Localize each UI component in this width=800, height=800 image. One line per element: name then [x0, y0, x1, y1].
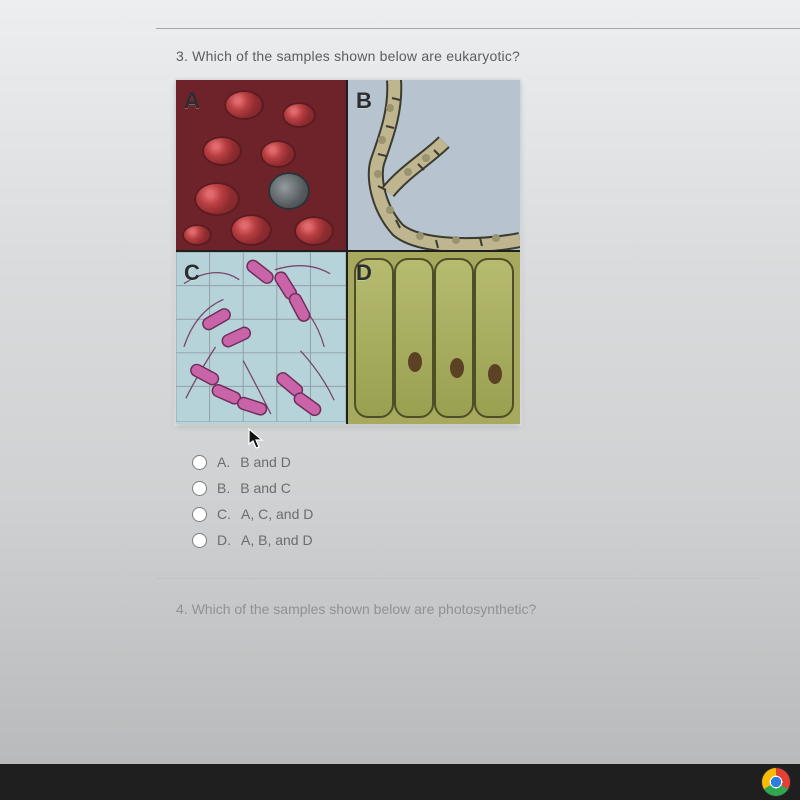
next-question: 4. Which of the samples shown below are … [176, 601, 740, 617]
divider [156, 578, 760, 579]
red-blood-cell-icon [202, 136, 242, 166]
filament-icon [348, 80, 520, 252]
question-text: 3. Which of the samples shown below are … [176, 48, 740, 64]
option-text: A, B, and D [241, 532, 313, 548]
panel-a-label: A [184, 88, 200, 114]
next-q-text: Which of the samples shown below are pho… [192, 601, 537, 617]
question-block: 3. Which of the samples shown below are … [176, 48, 740, 617]
radio-icon[interactable] [192, 481, 207, 496]
q-number: 3. [176, 48, 188, 64]
taskbar [0, 764, 800, 800]
option-d[interactable]: D. A, B, and D [192, 532, 740, 548]
option-text: B and C [240, 480, 291, 496]
screen: 3. Which of the samples shown below are … [0, 0, 800, 764]
red-blood-cell-icon [230, 214, 272, 246]
panel-d-label: D [356, 260, 372, 286]
options-list: A. B and D B. B and C C. A, C, and D D. … [176, 454, 740, 548]
red-blood-cell-icon [260, 140, 296, 168]
panel-a: A [176, 80, 348, 252]
option-c[interactable]: C. A, C, and D [192, 506, 740, 522]
panel-b: B [348, 80, 520, 252]
radio-icon[interactable] [192, 455, 207, 470]
chrome-icon[interactable] [762, 768, 790, 796]
panel-c-label: C [184, 260, 200, 286]
option-prefix: C. [217, 506, 231, 522]
plant-cell-icon [394, 258, 434, 418]
red-blood-cell-icon [224, 90, 264, 120]
divider [156, 28, 800, 29]
next-q-number: 4. [176, 601, 188, 617]
bacteria-icon [176, 252, 346, 422]
red-blood-cell-icon [194, 182, 240, 216]
radio-icon[interactable] [192, 507, 207, 522]
red-blood-cell-icon [182, 224, 212, 246]
red-blood-cell-icon [294, 216, 334, 246]
option-b[interactable]: B. B and C [192, 480, 740, 496]
title-bar [0, 0, 800, 28]
option-prefix: B. [217, 480, 230, 496]
sample-grid: A B [176, 80, 520, 424]
plant-cell-icon [434, 258, 474, 418]
cursor-icon [248, 428, 264, 450]
red-blood-cell-icon [282, 102, 316, 128]
panel-b-label: B [356, 88, 372, 114]
option-a[interactable]: A. B and D [192, 454, 740, 470]
option-prefix: D. [217, 532, 231, 548]
option-text: A, C, and D [241, 506, 313, 522]
white-blood-cell-icon [268, 172, 310, 210]
radio-icon[interactable] [192, 533, 207, 548]
option-prefix: A. [217, 454, 230, 470]
panel-d: D [348, 252, 520, 424]
option-text: B and D [240, 454, 291, 470]
plant-cell-icon [474, 258, 514, 418]
q-text: Which of the samples shown below are euk… [192, 48, 520, 64]
panel-c: C [176, 252, 348, 424]
